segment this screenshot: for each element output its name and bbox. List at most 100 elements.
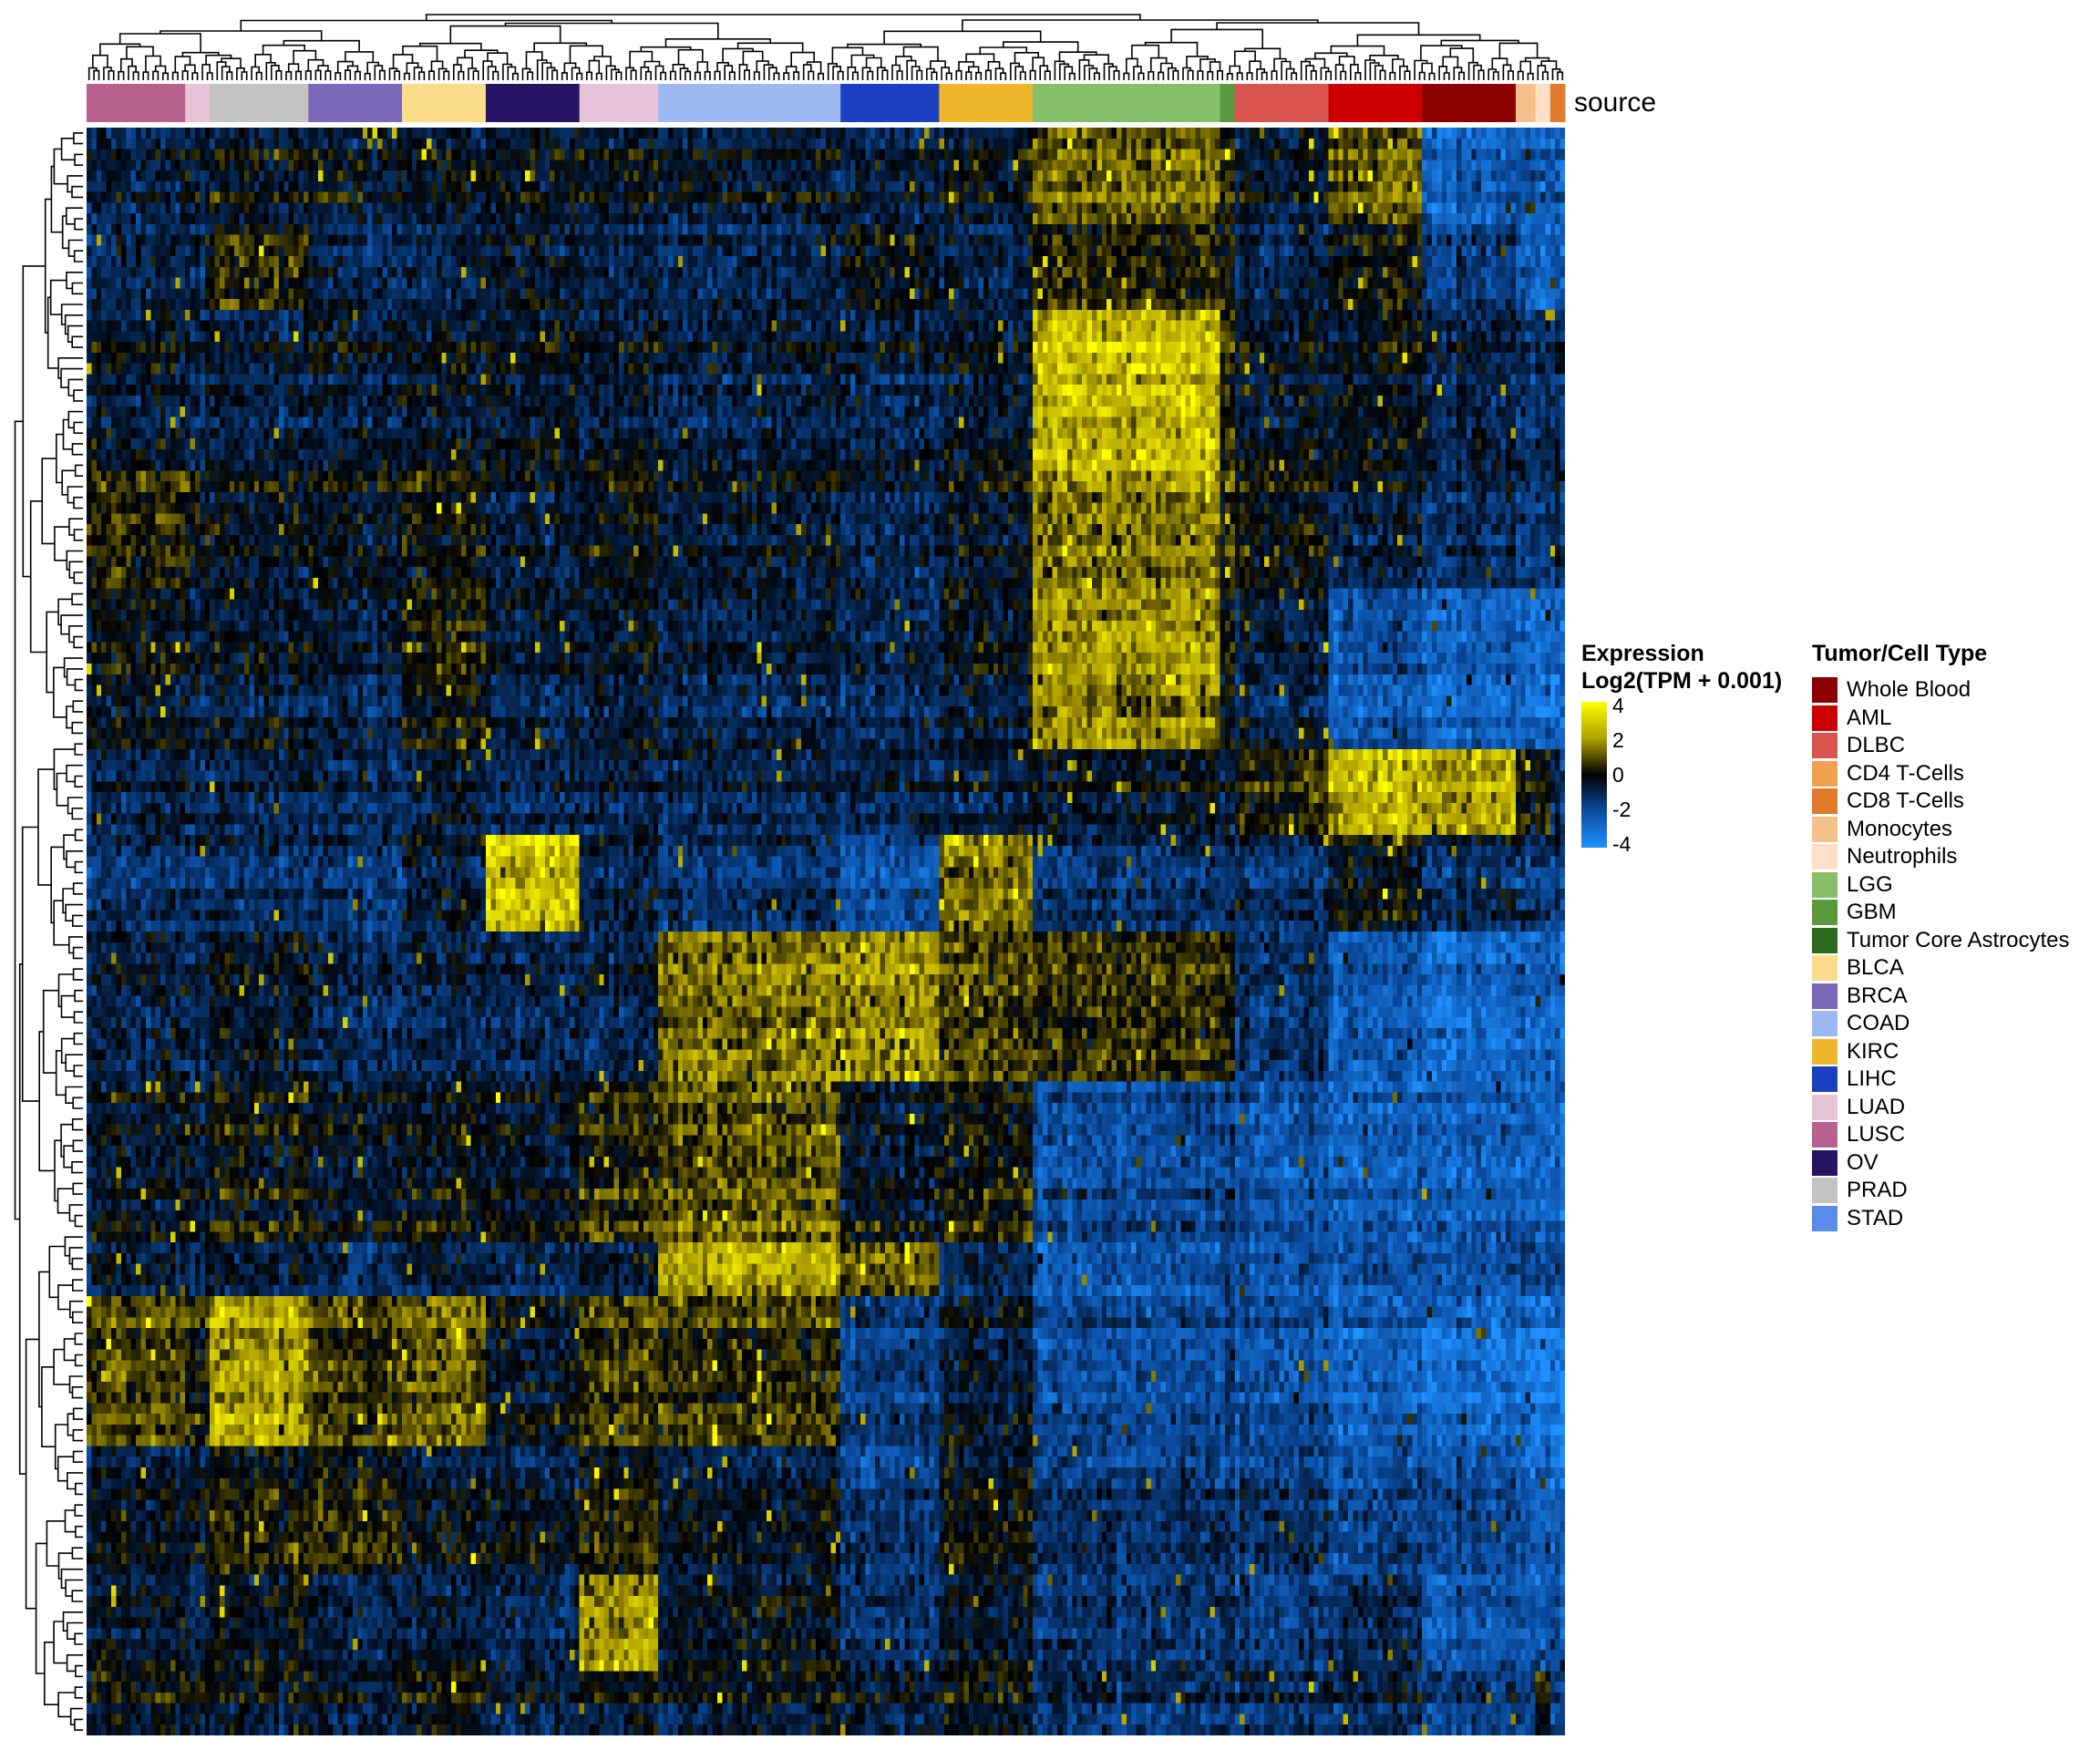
source-segment xyxy=(185,84,211,122)
source-segment xyxy=(1515,84,1537,122)
type-legend-swatch xyxy=(1812,760,1838,787)
type-legend-label: LGG xyxy=(1847,871,1893,897)
type-legend-swatch xyxy=(1812,900,1838,926)
type-legend-label: STAD xyxy=(1847,1205,1904,1230)
source-segment xyxy=(1422,84,1517,122)
expression-tick xyxy=(1607,774,1614,776)
type-legend-item: Monocytes xyxy=(1812,816,2070,844)
heatmap-cells xyxy=(87,128,1565,1735)
type-legend-item: Neutrophils xyxy=(1812,843,2070,871)
type-legend-swatch xyxy=(1812,816,1838,842)
type-legend-label: GBM xyxy=(1847,900,1897,925)
source-segment xyxy=(658,84,841,122)
type-legend-item: LGG xyxy=(1812,871,2070,900)
type-legend-swatch xyxy=(1812,1011,1838,1037)
type-legend-label: Tumor Core Astrocytes xyxy=(1847,927,2070,952)
type-legend-label: LIHC xyxy=(1847,1066,1897,1092)
type-legend-swatch xyxy=(1812,1122,1838,1148)
type-legend-item: Whole Blood xyxy=(1812,676,2070,705)
type-legend-label: CD4 T-Cells xyxy=(1847,760,1964,786)
row-dendrogram-branches xyxy=(14,132,83,1731)
expression-legend-title: Expression xyxy=(1581,641,1704,666)
type-legend-swatch xyxy=(1812,1038,1838,1065)
expression-tick-label: 4 xyxy=(1612,694,1624,717)
type-legend-item: OV xyxy=(1812,1149,2070,1178)
type-legend-item: PRAD xyxy=(1812,1177,2070,1205)
type-legend-title: Tumor/Cell Type xyxy=(1812,641,1988,666)
type-legend-label: BRCA xyxy=(1847,983,1908,1008)
expression-colorbar-wrap: 4 2 0 -2 -4 xyxy=(1581,695,1782,855)
expression-tick xyxy=(1607,808,1614,810)
expression-legend-subtitle: Log2(TPM + 0.001) xyxy=(1581,668,1783,694)
type-legend-item: Tumor Core Astrocytes xyxy=(1812,927,2070,955)
type-legend-items: Whole Blood AML DLBC CD4 T-Cells CD8 T-Cells… xyxy=(1812,676,2070,1232)
type-legend-label: LUSC xyxy=(1847,1122,1906,1148)
type-legend-label: PRAD xyxy=(1847,1178,1908,1203)
type-legend-label: LUAD xyxy=(1847,1094,1906,1119)
type-legend-item: BRCA xyxy=(1812,983,2070,1011)
expression-tick-label: 0 xyxy=(1612,763,1624,787)
type-legend-item: AML xyxy=(1812,705,2070,733)
type-legend-label: CD8 T-Cells xyxy=(1847,788,1964,814)
source-segment xyxy=(210,84,309,122)
type-legend-swatch xyxy=(1812,844,1838,870)
type-legend-label: Neutrophils xyxy=(1847,844,1958,870)
source-annotation-track xyxy=(87,84,1566,122)
type-legend-item: CD8 T-Cells xyxy=(1812,788,2070,816)
source-segment xyxy=(939,84,1034,122)
source-segment xyxy=(840,84,940,122)
heatmap-matrix xyxy=(87,128,1565,1735)
type-legend-swatch xyxy=(1812,1149,1838,1176)
expression-tick-label: -4 xyxy=(1612,832,1632,856)
column-dendrogram-branches xyxy=(88,14,1564,80)
type-legend-label: DLBC xyxy=(1847,733,1906,758)
type-legend-swatch xyxy=(1812,1094,1838,1120)
type-legend-swatch xyxy=(1812,705,1838,731)
type-legend-swatch xyxy=(1812,927,1838,953)
expression-colorbar xyxy=(1581,702,1607,848)
type-legend-label: BLCA xyxy=(1847,955,1904,981)
type-legend-item: DLBC xyxy=(1812,732,2070,760)
expression-tick-label: -2 xyxy=(1612,798,1632,821)
type-legend-label: Whole Blood xyxy=(1847,677,1971,703)
type-legend-item: COAD xyxy=(1812,1010,2070,1038)
type-legend-label: COAD xyxy=(1847,1011,1910,1036)
expression-tick xyxy=(1607,705,1614,706)
source-segment xyxy=(1220,84,1236,122)
type-legend-swatch xyxy=(1812,733,1838,759)
row-dendrogram xyxy=(14,132,83,1731)
expression-tick-label: 2 xyxy=(1612,728,1624,752)
type-legend-swatch xyxy=(1812,871,1838,898)
source-segment xyxy=(1535,84,1551,122)
type-legend-item: GBM xyxy=(1812,899,2070,927)
source-segment xyxy=(1549,84,1566,122)
type-legend-item: LUSC xyxy=(1812,1121,2070,1149)
type-legend-item: LIHC xyxy=(1812,1065,2070,1094)
type-legend-label: OV xyxy=(1847,1149,1879,1175)
source-segment xyxy=(1234,84,1329,122)
type-legend-swatch xyxy=(1812,677,1838,704)
expression-tick xyxy=(1607,843,1614,845)
type-legend-swatch xyxy=(1812,1066,1838,1093)
source-segment xyxy=(485,84,581,122)
type-legend-item: STAD xyxy=(1812,1205,2070,1233)
type-legend-label: AML xyxy=(1847,705,1892,730)
type-legend-swatch xyxy=(1812,1205,1838,1231)
source-segment xyxy=(402,84,487,122)
source-segment xyxy=(308,84,403,122)
source-segment xyxy=(87,84,186,122)
column-dendrogram xyxy=(88,14,1564,80)
expression-tick xyxy=(1607,739,1614,741)
type-legend-item: CD4 T-Cells xyxy=(1812,760,2070,788)
type-legend-swatch xyxy=(1812,788,1838,815)
source-segment xyxy=(579,84,659,122)
type-legend-item: KIRC xyxy=(1812,1038,2070,1066)
source-segment xyxy=(1328,84,1423,122)
type-legend-item: LUAD xyxy=(1812,1094,2070,1122)
type-legend-label: Monocytes xyxy=(1847,816,1953,841)
type-legend-swatch xyxy=(1812,1178,1838,1204)
tumor-cell-type-legend: Tumor/Cell Type Whole Blood AML DLBC CD4 T-… xyxy=(1812,640,2070,1232)
source-track-label: source xyxy=(1574,88,1657,118)
type-legend-swatch xyxy=(1812,983,1838,1009)
